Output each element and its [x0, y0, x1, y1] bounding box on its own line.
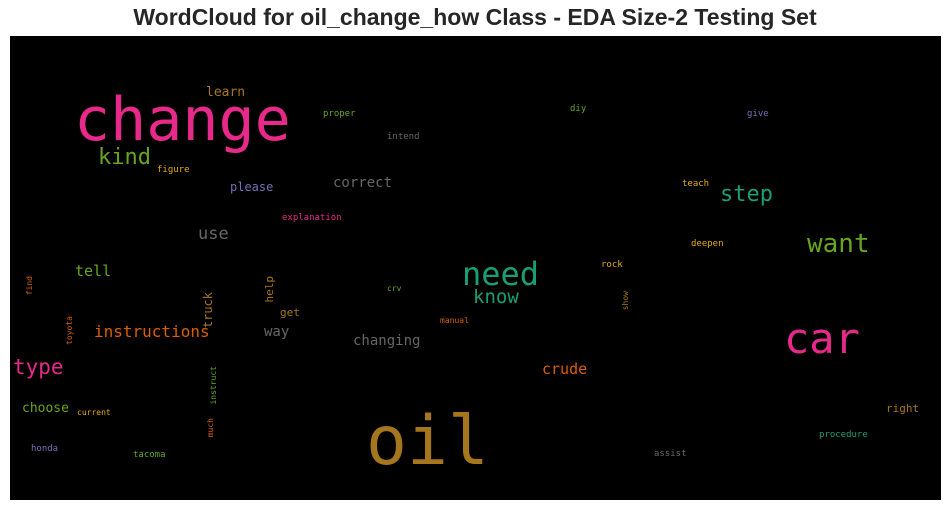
- word-intend: intend: [387, 132, 420, 142]
- word-please: please: [230, 180, 274, 194]
- word-truck: truck: [201, 292, 215, 329]
- chart-title: WordCloud for oil_change_how Class - EDA…: [133, 4, 817, 30]
- word-help: help: [263, 276, 276, 303]
- word-right: right: [886, 402, 920, 415]
- word-choose: choose: [22, 401, 69, 416]
- word-assist: assist: [654, 449, 687, 459]
- word-crude: crude: [542, 360, 588, 378]
- word-instruct: instruct: [209, 366, 218, 405]
- word-kind: kind: [98, 145, 151, 170]
- word-use: use: [198, 224, 229, 244]
- word-step: step: [720, 182, 773, 207]
- word-crv: crv: [387, 284, 402, 293]
- word-correct: correct: [333, 175, 393, 191]
- word-know: know: [473, 286, 519, 308]
- word-learn: learn: [206, 85, 246, 100]
- word-instructions: instructions: [94, 322, 210, 341]
- word-diy: diy: [570, 104, 587, 114]
- word-much: much: [206, 418, 215, 438]
- word-give: give: [747, 109, 769, 119]
- word-show: show: [621, 291, 630, 311]
- word-car: car: [784, 314, 860, 363]
- word-way: way: [264, 324, 290, 340]
- word-tell: tell: [75, 262, 112, 280]
- word-change: change: [74, 85, 291, 155]
- word-need: need: [462, 255, 540, 293]
- word-teach: teach: [682, 179, 710, 189]
- word-manual: manual: [440, 316, 469, 325]
- word-type: type: [13, 355, 64, 379]
- word-tacoma: tacoma: [133, 450, 166, 460]
- word-rock: rock: [601, 260, 623, 270]
- word-oil: oil: [366, 402, 489, 481]
- word-deepen: deepen: [691, 239, 724, 249]
- word-find: find: [25, 276, 34, 296]
- word-current: current: [77, 408, 111, 417]
- word-procedure: procedure: [819, 430, 868, 440]
- word-toyota: toyota: [65, 316, 74, 345]
- word-explanation: explanation: [282, 213, 342, 223]
- word-want: want: [807, 229, 870, 259]
- word-honda: honda: [31, 444, 59, 454]
- word-figure: figure: [157, 165, 190, 175]
- word-proper: proper: [323, 109, 356, 119]
- word-get: get: [280, 306, 300, 319]
- wordcloud-canvas: change oil car need want step kind type know use i…: [10, 36, 941, 500]
- word-changing: changing: [353, 333, 421, 349]
